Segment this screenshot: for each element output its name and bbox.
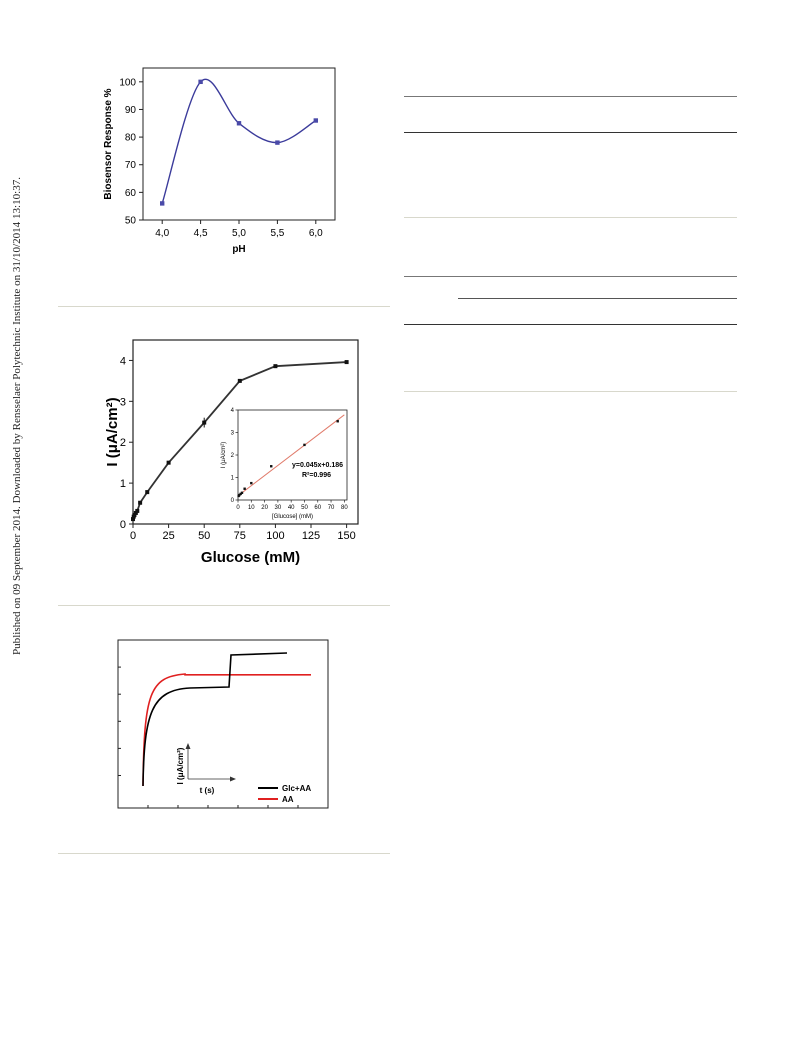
x-tick-label: 4,0 [155, 228, 169, 239]
data-point [145, 490, 150, 495]
x-axis-label: pH [232, 244, 245, 255]
legend-label-aa: AA [282, 795, 294, 804]
inset-y-tick-label: 4 [231, 408, 235, 414]
figure-separator [58, 853, 390, 854]
inset-x-tick-label: 30 [275, 505, 282, 511]
table-separator [404, 217, 737, 218]
y-tick-label: 1 [120, 478, 126, 490]
inset-x-tick-label: 70 [328, 505, 335, 511]
inset-x-tick-label: 40 [288, 505, 295, 511]
figure-separator [58, 306, 390, 307]
x-tick-label: 0 [130, 530, 136, 542]
series-line-glc-aa [142, 652, 288, 787]
plot-frame [117, 639, 329, 809]
data-point [133, 510, 138, 515]
inset-x-tick-label: 10 [248, 505, 255, 511]
inset-y-tick-label: 0 [231, 498, 235, 504]
ph-response-chart: 4,0 4,5 5,0 5,5 6,0 50 60 70 80 90 100 pH Biosensor … [103, 67, 336, 255]
inset-fit-equation: y=0.045x+0.186 [292, 462, 343, 469]
y-tick-label: 2 [120, 437, 126, 449]
data-point [275, 140, 280, 145]
figure-separator [58, 605, 390, 606]
x-tick-label: 5,5 [270, 228, 284, 239]
data-point [198, 79, 203, 85]
amperometric-response-chart: I (μA/cm²) t (s) Glc+AA AA [117, 639, 329, 809]
table-header-rule [404, 132, 737, 133]
data-point [236, 121, 242, 126]
y-tick-label: 90 [125, 105, 137, 116]
fit-curve [161, 78, 317, 204]
y-tick-label: 80 [125, 133, 137, 144]
table-top-rule [404, 96, 737, 97]
inset-data-point [240, 491, 244, 494]
inset-x-tick-label: 0 [236, 505, 240, 511]
inset-data-point [243, 487, 246, 490]
inset-data-point [239, 492, 242, 496]
x-axis-arrowhead [230, 776, 236, 782]
y-tick-label: 0 [120, 519, 126, 531]
data-point [132, 513, 137, 518]
table-top-rule [404, 276, 737, 277]
y-axis-label: I (μA/cm²) [176, 747, 185, 784]
side-note-text: Published on 09 September 2014. Download… [11, 177, 23, 655]
data-point [344, 360, 349, 365]
y-tick-label: 100 [119, 77, 136, 88]
legend-label-glc-aa: Glc+AA [282, 784, 311, 793]
inset-data-point [303, 443, 306, 447]
y-axis-label: Biosensor Response % [103, 88, 114, 199]
y-axis-arrowhead [185, 743, 191, 749]
inset-fit-r2: R²=0.996 [302, 472, 331, 479]
inset-x-axis-label: [Glucose] (mM) [272, 514, 313, 520]
x-tick-label: 100 [266, 530, 284, 542]
table-subheader-rule [458, 298, 737, 299]
inset-x-tick-label: 60 [314, 505, 321, 511]
inset-data-point [238, 493, 241, 497]
y-tick-label: 70 [125, 160, 137, 171]
x-tick-label: 125 [302, 530, 320, 542]
x-axis-label: Glucose (mM) [201, 549, 300, 566]
y-axis-label: I (μA/cm²) [104, 397, 121, 466]
x-tick-label: 4,5 [194, 228, 208, 239]
inset-x-tick-label: 20 [261, 505, 268, 511]
inset-fit-line [237, 414, 345, 497]
y-tick-label: 4 [120, 355, 126, 367]
x-tick-label: 6,0 [309, 228, 323, 239]
plot-frame [132, 339, 359, 525]
data-point [166, 460, 171, 465]
inset-y-tick-label: 3 [231, 431, 235, 437]
inset-x-tick-label: 80 [341, 505, 348, 511]
data-point [131, 517, 135, 522]
plot-frame [142, 67, 336, 221]
x-tick-label: 50 [198, 530, 210, 542]
series-line-aa [142, 673, 311, 787]
x-axis-label: t (s) [200, 786, 215, 795]
inset-y-tick-label: 1 [231, 476, 235, 482]
x-tick-label: 5,0 [232, 228, 246, 239]
y-tick-label: 50 [125, 216, 137, 227]
inset-y-tick-label: 2 [231, 453, 235, 459]
y-tick-label: 60 [125, 188, 137, 199]
inset-data-point [336, 420, 339, 423]
y-tick-label: 3 [120, 396, 126, 408]
table-header-rule [404, 324, 737, 325]
x-tick-label: 75 [234, 530, 246, 542]
table-separator [404, 391, 737, 392]
inset-x-tick-label: 50 [301, 505, 308, 511]
x-tick-label: 25 [162, 530, 174, 542]
data-point [313, 118, 318, 123]
data-point [273, 364, 278, 369]
inset-frame [237, 409, 348, 501]
data-point [138, 500, 143, 505]
data-point [160, 201, 165, 206]
data-point [135, 508, 140, 513]
publication-side-note: Published on 09 September 2014. Download… [3, 175, 29, 655]
inset-y-axis-label: I (μA/cm²) [221, 442, 227, 468]
inset-data-point [250, 481, 253, 485]
x-tick-label: 150 [337, 530, 355, 542]
inset-data-point [270, 465, 273, 468]
data-point [237, 378, 242, 383]
